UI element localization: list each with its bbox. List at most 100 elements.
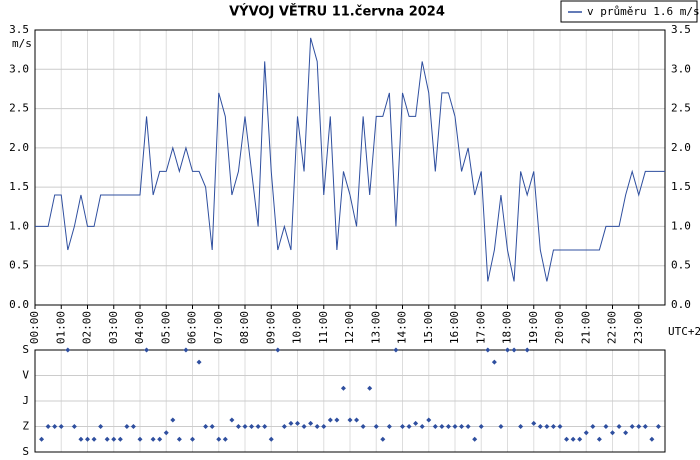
direction-point — [472, 436, 478, 442]
direction-point — [183, 347, 189, 353]
direction-point — [340, 385, 346, 391]
direction-point — [39, 436, 45, 442]
x-tick-label: 18:00 — [501, 311, 514, 344]
direction-point — [577, 436, 583, 442]
direction-point — [176, 436, 182, 442]
direction-point — [459, 424, 465, 429]
x-tick-label: 04:00 — [133, 311, 146, 344]
x-tick-label: 03:00 — [107, 311, 120, 344]
direction-point — [557, 424, 563, 429]
y-tick-label: S — [22, 343, 29, 356]
x-tick-label: 13:00 — [369, 311, 382, 344]
x-tick-label: 15:00 — [422, 311, 435, 344]
direction-point — [445, 424, 451, 429]
direction-point — [268, 436, 274, 442]
x-tick-label: 16:00 — [448, 311, 461, 344]
direction-point — [400, 424, 405, 429]
direction-point — [452, 424, 458, 429]
x-tick-label: 06:00 — [186, 311, 199, 344]
x-tick-label: 02:00 — [81, 311, 94, 344]
y-tick-label-right: 1.0 — [671, 219, 691, 232]
direction-point — [596, 436, 602, 442]
x-tick-label: 09:00 — [264, 311, 277, 344]
direction-point — [413, 420, 419, 426]
direction-point — [308, 420, 314, 426]
direction-point — [564, 436, 570, 442]
x-note: UTC+2 — [668, 325, 700, 338]
direction-point — [150, 436, 156, 442]
direction-point — [629, 424, 635, 429]
y-tick-label-right: 0.5 — [671, 259, 691, 272]
direction-point — [203, 424, 209, 429]
direction-point — [616, 424, 622, 429]
direction-point — [610, 430, 615, 436]
direction-point — [393, 347, 399, 353]
chart-title: VÝVOJ VĚTRU 11.června 2024 — [229, 4, 445, 20]
y-tick-label-right: 2.5 — [671, 102, 691, 115]
direction-point — [91, 436, 97, 442]
y-tick-label: Z — [22, 420, 29, 433]
direction-point — [544, 424, 550, 429]
direction-point — [603, 424, 609, 429]
direction-point — [485, 347, 491, 353]
direction-point — [550, 424, 556, 429]
direction-point — [380, 436, 386, 442]
direction-point — [347, 417, 353, 423]
direction-point — [537, 424, 543, 429]
y-tick-label: S — [22, 445, 29, 458]
direction-point — [65, 347, 71, 353]
direction-point — [288, 420, 294, 426]
direction-point — [327, 417, 333, 423]
y-tick-label-right: 2.0 — [671, 141, 691, 154]
x-tick-label: 23:00 — [632, 311, 645, 344]
x-tick-label: 20:00 — [553, 311, 566, 344]
x-tick-label: 22:00 — [606, 311, 619, 344]
direction-point — [491, 359, 497, 365]
direction-point — [249, 424, 255, 429]
direction-point — [144, 347, 150, 353]
direction-point — [649, 436, 655, 442]
y-tick-label: 3.0 — [9, 62, 29, 75]
direction-point — [71, 424, 77, 429]
direction-point — [301, 424, 307, 429]
direction-point — [655, 424, 661, 429]
y-axis-label: m/s — [12, 37, 32, 50]
direction-point — [505, 347, 510, 353]
x-tick-label: 19:00 — [527, 311, 540, 344]
direction-point — [531, 420, 537, 426]
plot-frame — [34, 349, 666, 453]
wind-speed-line — [35, 37, 665, 282]
direction-point — [334, 417, 340, 423]
x-tick-label: 07:00 — [212, 311, 225, 344]
direction-point — [52, 424, 58, 429]
direction-point — [157, 436, 163, 442]
direction-point — [196, 359, 202, 365]
direction-point — [209, 424, 215, 429]
x-tick-label: 12:00 — [343, 311, 356, 344]
direction-point — [465, 424, 471, 429]
direction-point — [373, 424, 379, 429]
direction-point — [58, 424, 64, 429]
y-tick-label-right: 3.0 — [671, 62, 691, 75]
legend-box — [560, 0, 698, 23]
direction-point — [137, 436, 143, 442]
direction-point — [45, 424, 51, 429]
direction-point — [360, 424, 366, 429]
x-tick-label: 08:00 — [238, 311, 251, 344]
direction-point — [478, 424, 484, 429]
direction-point — [117, 436, 123, 442]
y-tick-label: 2.0 — [9, 141, 29, 154]
y-tick-label: 3.5 — [9, 23, 29, 36]
direction-point — [367, 385, 373, 391]
y-tick-label: 0.0 — [9, 298, 29, 311]
direction-point — [104, 436, 110, 442]
direction-point — [130, 424, 136, 429]
direction-point — [124, 424, 130, 429]
direction-point — [354, 417, 360, 423]
direction-point — [190, 436, 195, 442]
y-tick-label-right: 0.0 — [671, 298, 691, 311]
direction-point — [623, 430, 629, 436]
direction-point — [498, 424, 504, 429]
direction-point — [255, 424, 261, 429]
direction-point — [295, 420, 300, 426]
